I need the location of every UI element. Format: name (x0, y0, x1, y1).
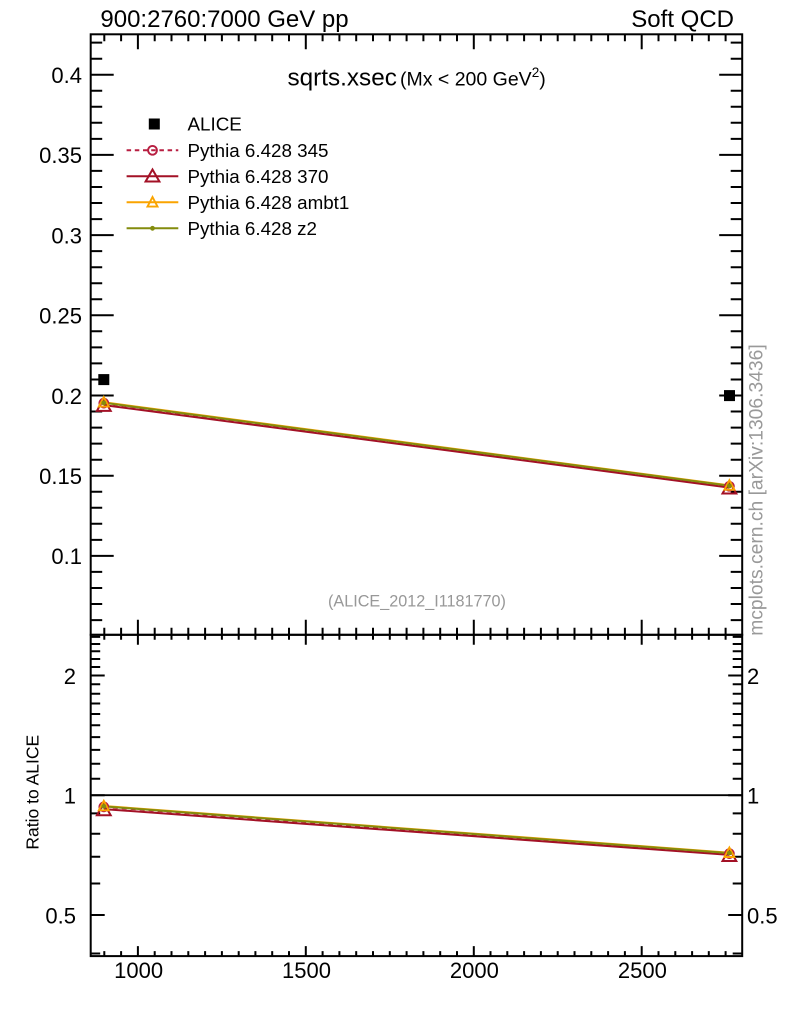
svg-text:1000: 1000 (114, 958, 163, 983)
svg-text:0.1: 0.1 (51, 544, 82, 569)
svg-text:(Mx < 200 GeV2): (Mx < 200 GeV2) (400, 65, 546, 91)
svg-text:Pythia 6.428 345: Pythia 6.428 345 (188, 140, 329, 161)
svg-text:mcplots.cern.ch [arXiv:1306.34: mcplots.cern.ch [arXiv:1306.3436] (747, 344, 768, 636)
svg-text:0.15: 0.15 (39, 464, 82, 489)
svg-text:2: 2 (747, 664, 759, 689)
svg-text:2000: 2000 (450, 958, 499, 983)
svg-text:900:2760:7000 GeV pp: 900:2760:7000 GeV pp (100, 6, 348, 33)
svg-text:1: 1 (747, 784, 759, 809)
svg-text:ALICE: ALICE (188, 114, 242, 135)
svg-text:2: 2 (64, 664, 76, 689)
svg-text:1500: 1500 (282, 958, 331, 983)
svg-text:Ratio to ALICE: Ratio to ALICE (23, 735, 43, 850)
svg-text:Pythia 6.428 370: Pythia 6.428 370 (188, 166, 329, 187)
svg-text:0.2: 0.2 (51, 384, 82, 409)
svg-text:1: 1 (64, 784, 76, 809)
svg-text:(ALICE_2012_I1181770): (ALICE_2012_I1181770) (328, 593, 506, 611)
svg-text:0.5: 0.5 (747, 903, 778, 928)
svg-text:Pythia 6.428 ambt1: Pythia 6.428 ambt1 (188, 192, 350, 213)
svg-text:2500: 2500 (618, 958, 667, 983)
svg-text:Pythia 6.428 z2: Pythia 6.428 z2 (188, 218, 317, 239)
svg-text:0.3: 0.3 (51, 223, 82, 248)
svg-text:0.4: 0.4 (51, 63, 82, 88)
svg-text:0.25: 0.25 (39, 304, 82, 329)
svg-text:Soft QCD: Soft QCD (631, 6, 734, 33)
svg-text:0.35: 0.35 (39, 143, 82, 168)
svg-text:sqrts.xsec: sqrts.xsec (288, 65, 397, 92)
svg-text:0.5: 0.5 (45, 903, 76, 928)
